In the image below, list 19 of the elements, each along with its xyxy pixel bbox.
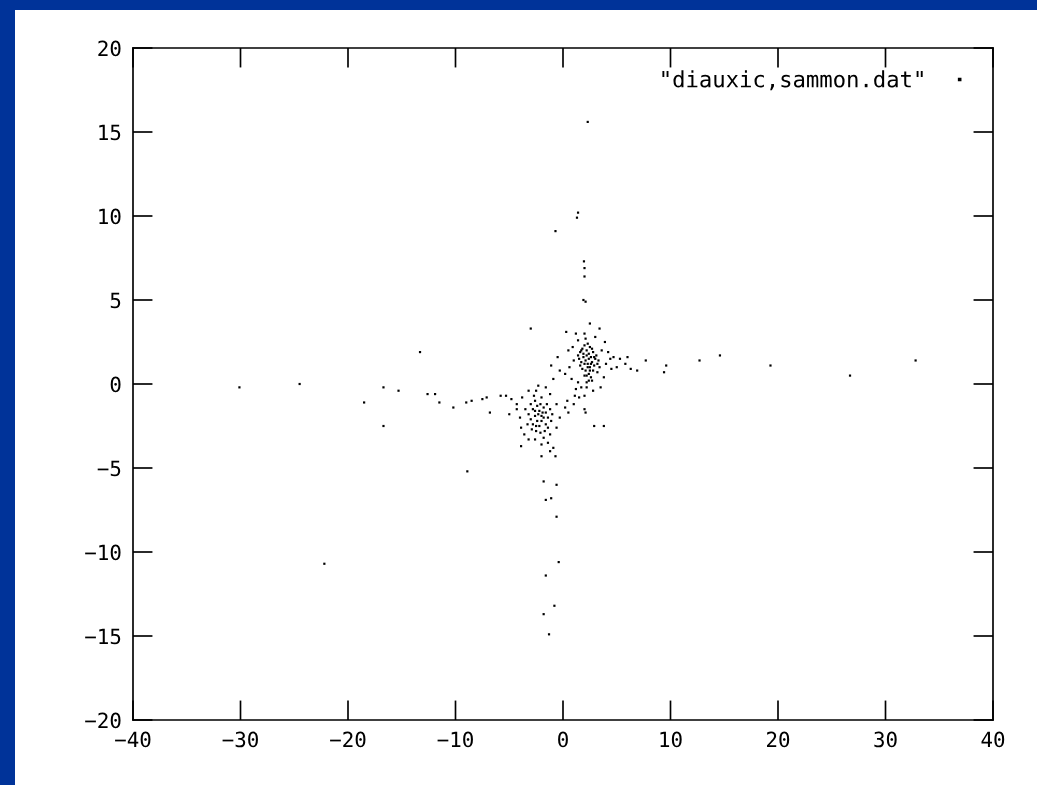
y-tick-label: 5 [110, 292, 121, 309]
x-tick-label: −10 [437, 731, 473, 748]
legend-label: "diauxic,sammon.dat" [662, 70, 923, 91]
y-tick-label: 20 [98, 40, 121, 57]
y-tick-label: 10 [99, 208, 121, 225]
y-tick-label: 15 [99, 124, 121, 141]
y-tick-label: −10 [85, 544, 121, 561]
x-tick-label: 30 [874, 731, 897, 748]
x-tick-label: 20 [767, 731, 790, 748]
y-tick-label: −15 [85, 628, 121, 645]
x-tick-label: −30 [222, 731, 258, 748]
x-tick-label: −40 [115, 731, 151, 748]
y-tick-label: 0 [110, 376, 121, 393]
x-tick-label: 40 [981, 731, 1005, 748]
y-tick-label: −5 [97, 460, 121, 477]
x-tick-label: −20 [330, 731, 366, 748]
y-tick-label: −20 [85, 712, 121, 729]
x-tick-label: 0 [558, 731, 568, 748]
x-tick-label: 10 [660, 731, 682, 748]
